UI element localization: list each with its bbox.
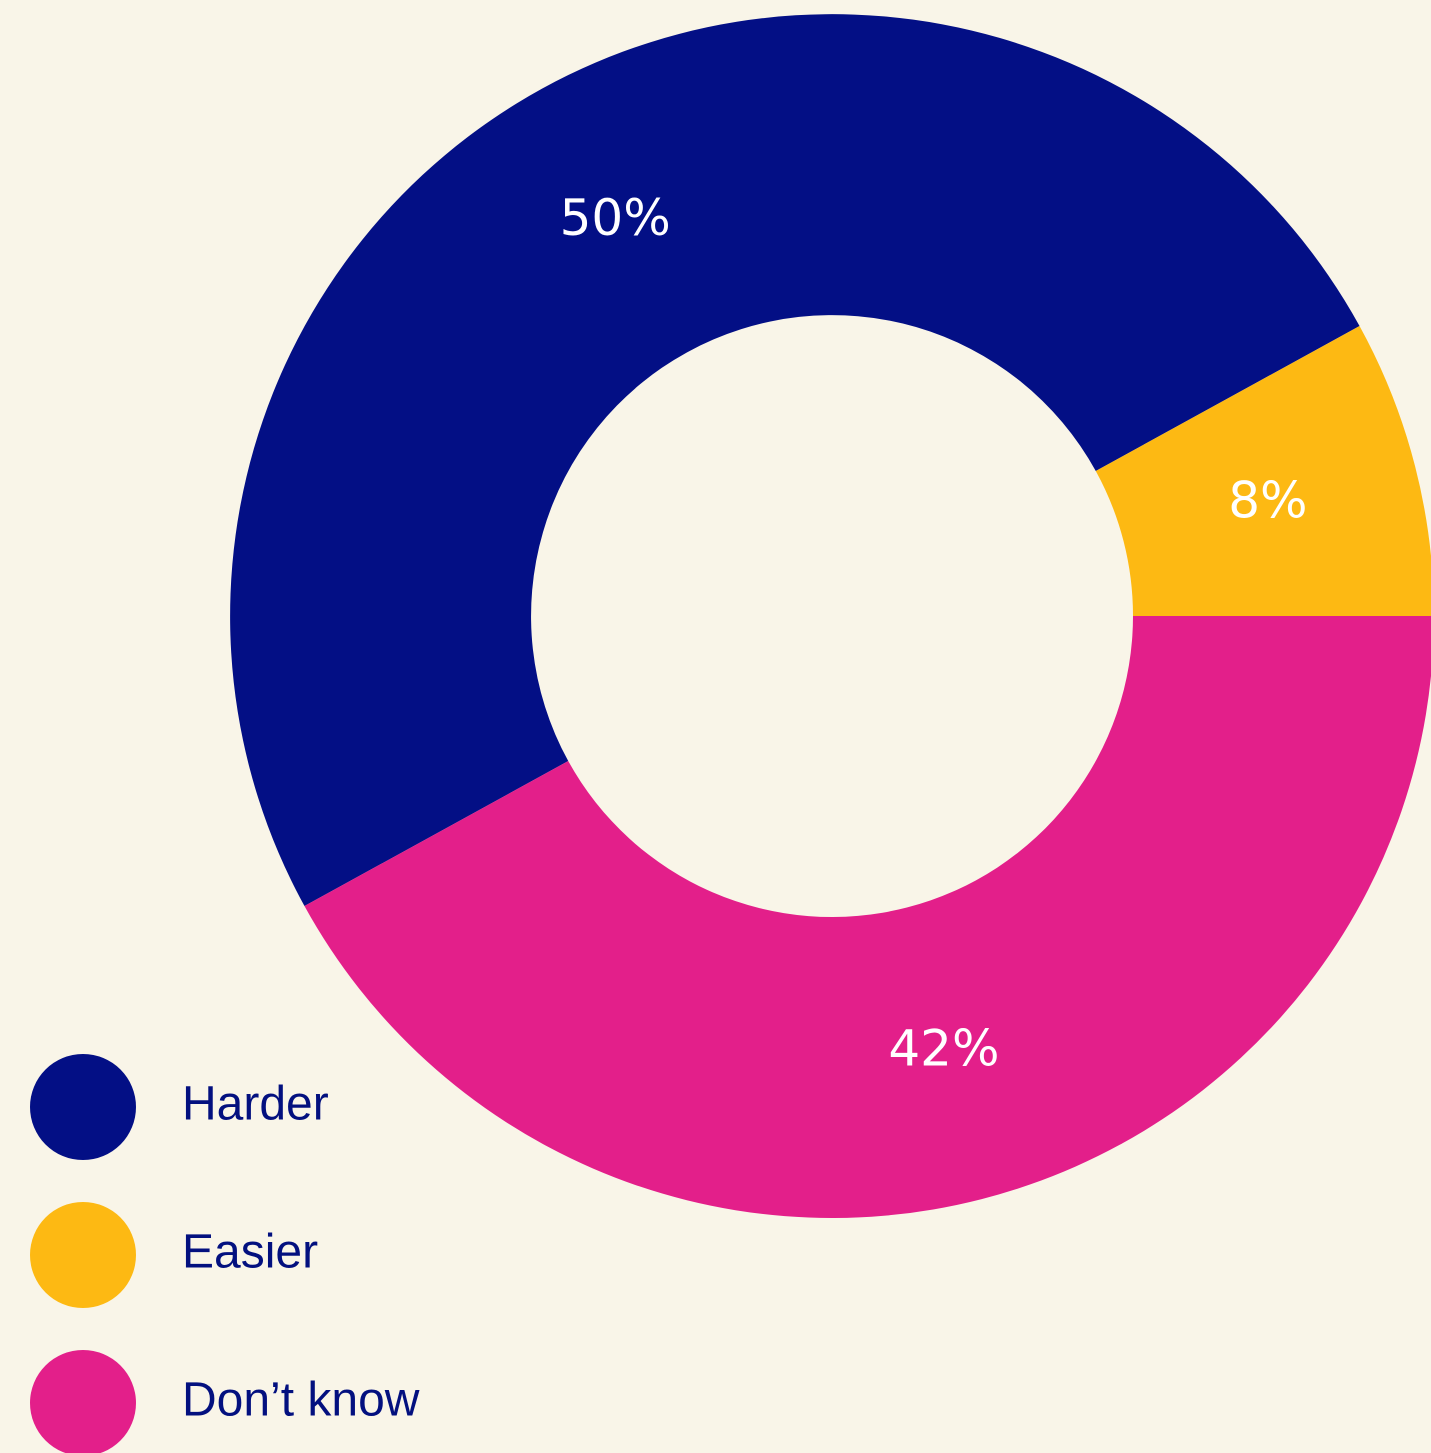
legend-swatch [30,1202,136,1308]
value-label: 8% [1228,472,1307,530]
value-label: 50% [560,189,671,247]
legend-label: Harder [182,1078,329,1131]
legend-swatch [30,1350,136,1453]
legend-label: Don’t know [182,1374,420,1427]
legend-label: Easier [182,1226,318,1279]
donut-segment [1095,325,1431,616]
value-label: 42% [888,1019,999,1077]
legend-swatch [30,1054,136,1160]
donut-segment [230,14,1360,907]
donut-segment [304,616,1431,1218]
